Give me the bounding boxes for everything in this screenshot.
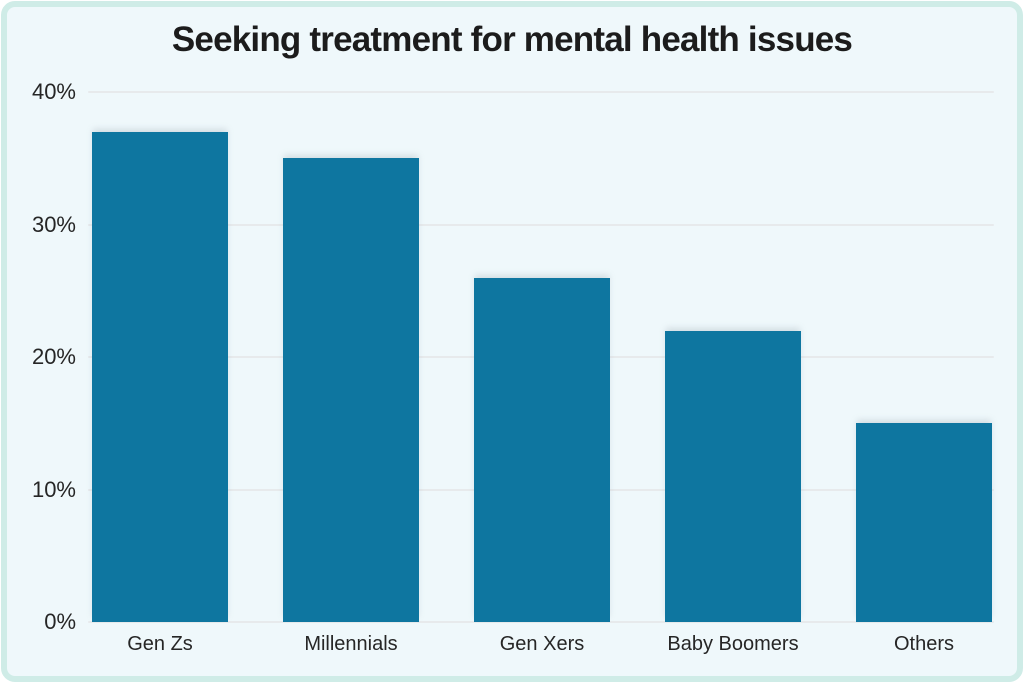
x-tick-label-gen-xers: Gen Xers (499, 633, 585, 655)
gridline-40 (88, 91, 994, 93)
x-tick-label-gen-zs: Gen Zs (127, 633, 193, 655)
x-tick-label-others: Others (893, 633, 955, 655)
x-tick-label-millennials: Millennials (304, 633, 398, 655)
y-tick-label-0: 0% (44, 609, 76, 634)
bar-others (856, 423, 992, 622)
y-tick-label-20: 20% (31, 344, 76, 369)
y-tick-label-30: 30% (31, 211, 76, 237)
x-tick-label-baby-boomers: Baby Boomers (667, 633, 799, 655)
chart-title: Seeking treatment for mental health issu… (171, 20, 853, 59)
bar-gen-xers (474, 277, 610, 622)
bar-gen-zs (92, 131, 228, 622)
bar-millennials (283, 158, 419, 622)
y-tick-label-40: 40% (31, 79, 76, 104)
bar-baby-boomers (665, 330, 801, 622)
gridline-30 (88, 223, 994, 226)
y-tick-label-10: 10% (31, 476, 76, 502)
gridline-0 (88, 621, 994, 623)
